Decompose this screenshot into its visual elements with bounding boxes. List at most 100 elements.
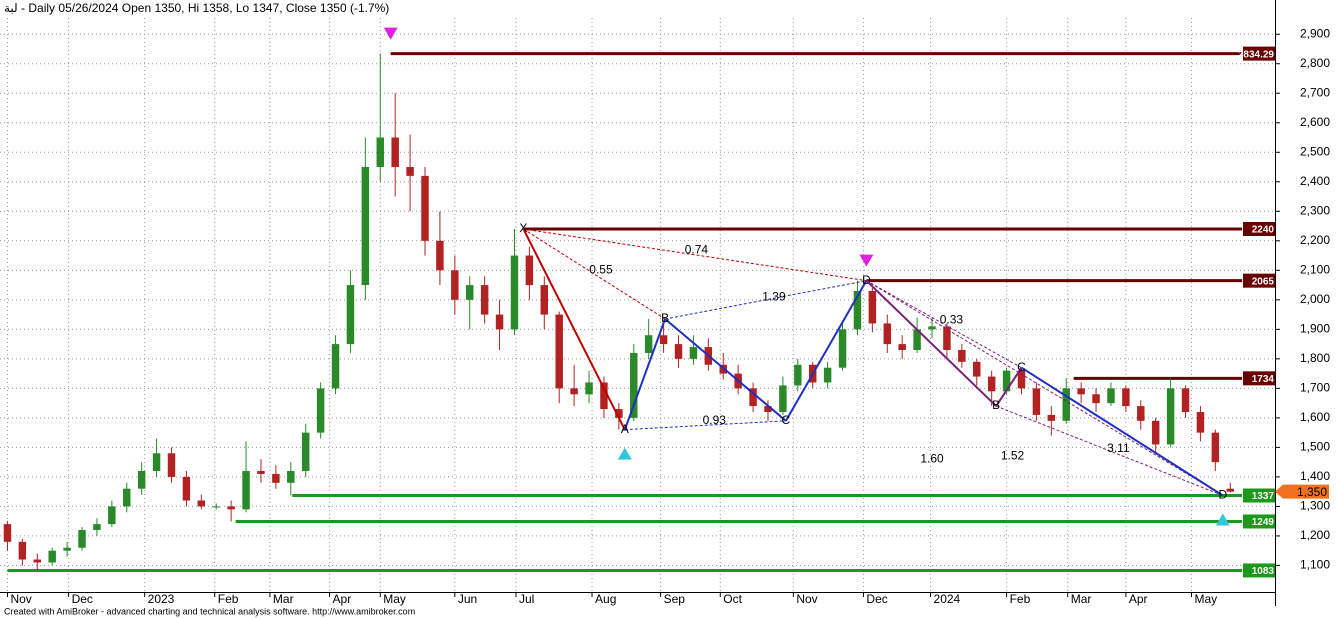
candle-body (1166, 388, 1175, 445)
pattern-point-label: A (621, 422, 629, 436)
y-tick-label: 2,400 (1300, 174, 1330, 188)
level-label: 1083 (1252, 566, 1275, 577)
candle-body (436, 240, 444, 271)
signal-arrow (1215, 513, 1230, 526)
level-tag (1243, 371, 1275, 386)
candle-body (1017, 370, 1026, 389)
candle-body (779, 385, 787, 412)
candle-body (152, 453, 161, 472)
x-tick-label: May (1194, 592, 1217, 606)
candle-body (570, 388, 578, 395)
ratio-label: 1.52 (1001, 448, 1025, 462)
candle-body (794, 364, 802, 386)
level-label: 2240 (1252, 225, 1275, 236)
pattern-dash (866, 280, 1224, 496)
candle-body (1137, 406, 1145, 421)
candle-body (674, 344, 683, 359)
candle-body (540, 285, 549, 315)
signal-arrow (383, 27, 398, 40)
last-price-tag (1275, 484, 1329, 499)
pattern-point-label: X (519, 221, 527, 235)
chart-title: لبة - Daily 05/26/2024 Open 1350, Hi 135… (4, 1, 389, 15)
y-tick-label: 2,600 (1300, 115, 1330, 129)
pattern-point-label: B (661, 311, 669, 325)
y-tick-label: 2,700 (1300, 85, 1330, 99)
pattern-dash (523, 228, 867, 282)
candle-body (943, 326, 951, 351)
candle-body (630, 352, 638, 418)
candle-body (78, 530, 86, 548)
x-tick-label: Dec (866, 592, 887, 606)
pattern-point-label: C (782, 413, 791, 427)
candle-body (1092, 394, 1100, 404)
candle-body (1062, 388, 1070, 421)
ratio-label: 1.60 (920, 451, 944, 465)
candle-body (391, 137, 399, 168)
x-tick-label: Jul (519, 592, 534, 606)
candle-body (510, 255, 519, 330)
ratio-label: 0.55 (589, 262, 613, 276)
candle-body (287, 471, 295, 483)
x-tick-label: May (383, 592, 406, 606)
x-tick-label: Feb (218, 592, 239, 606)
pattern-dash (523, 228, 666, 320)
footer: Created with AmiBroker - advanced charti… (4, 606, 415, 616)
candle-body (555, 314, 563, 389)
x-tick-label: Nov (10, 592, 31, 606)
level-tag (1243, 563, 1275, 578)
pattern-leg (623, 318, 667, 431)
level-label: 2065 (1252, 276, 1275, 287)
candle-body (346, 285, 355, 345)
y-tick-label: 1,400 (1300, 469, 1330, 483)
candle-body (853, 290, 862, 330)
candle-body (18, 541, 27, 560)
x-tick-label: Nov (796, 592, 817, 606)
candle-body (1002, 370, 1011, 392)
level-tag (1243, 46, 1275, 61)
candle-body (1211, 432, 1220, 463)
candle-body (1077, 388, 1085, 395)
candle-body (1047, 414, 1056, 421)
y-tick-label: 2,500 (1300, 144, 1330, 158)
candle-body (868, 290, 877, 324)
candle-body (316, 388, 325, 433)
level-label: 1337 (1252, 491, 1275, 502)
y-tick-label: 1,100 (1300, 558, 1330, 572)
candle-body (913, 329, 921, 351)
candle-body (63, 547, 71, 551)
y-tick-label: 1,700 (1300, 381, 1330, 395)
y-tick-label: 1,800 (1300, 351, 1330, 365)
candle-body (480, 285, 489, 315)
y-tick-label: 1,900 (1300, 322, 1330, 336)
candle-body (212, 506, 220, 508)
y-tick-label: 1,600 (1300, 410, 1330, 424)
x-tick-label: Feb (1010, 592, 1031, 606)
candle-body (644, 335, 653, 353)
candle-body (3, 524, 12, 542)
pattern-dash (664, 280, 867, 320)
pattern-point-label: C (1017, 360, 1026, 374)
candle-body (928, 326, 936, 330)
candle-body (33, 559, 42, 563)
candle-body (1032, 388, 1041, 415)
candle-body (376, 137, 384, 168)
pattern-leg (664, 318, 787, 422)
x-tick-label: Jun (458, 592, 477, 606)
candle-body (257, 471, 265, 474)
pattern-leg (785, 280, 868, 422)
candle-body (987, 376, 996, 392)
pattern-leg (865, 279, 997, 407)
ratio-label: 0.93 (703, 413, 727, 427)
candle-body (197, 500, 206, 507)
y-tick-label: 1,200 (1300, 528, 1330, 542)
candle-body (525, 255, 534, 286)
candle-body (1151, 420, 1160, 445)
pattern-leg (995, 367, 1023, 407)
ratio-label: 0.33 (940, 313, 964, 327)
x-tick-label: Mar (1071, 592, 1092, 606)
candle-body (123, 488, 131, 507)
candle-body (838, 329, 847, 368)
ratio-label: 3.11 (1107, 441, 1130, 455)
x-tick-label: Apr (333, 592, 352, 606)
